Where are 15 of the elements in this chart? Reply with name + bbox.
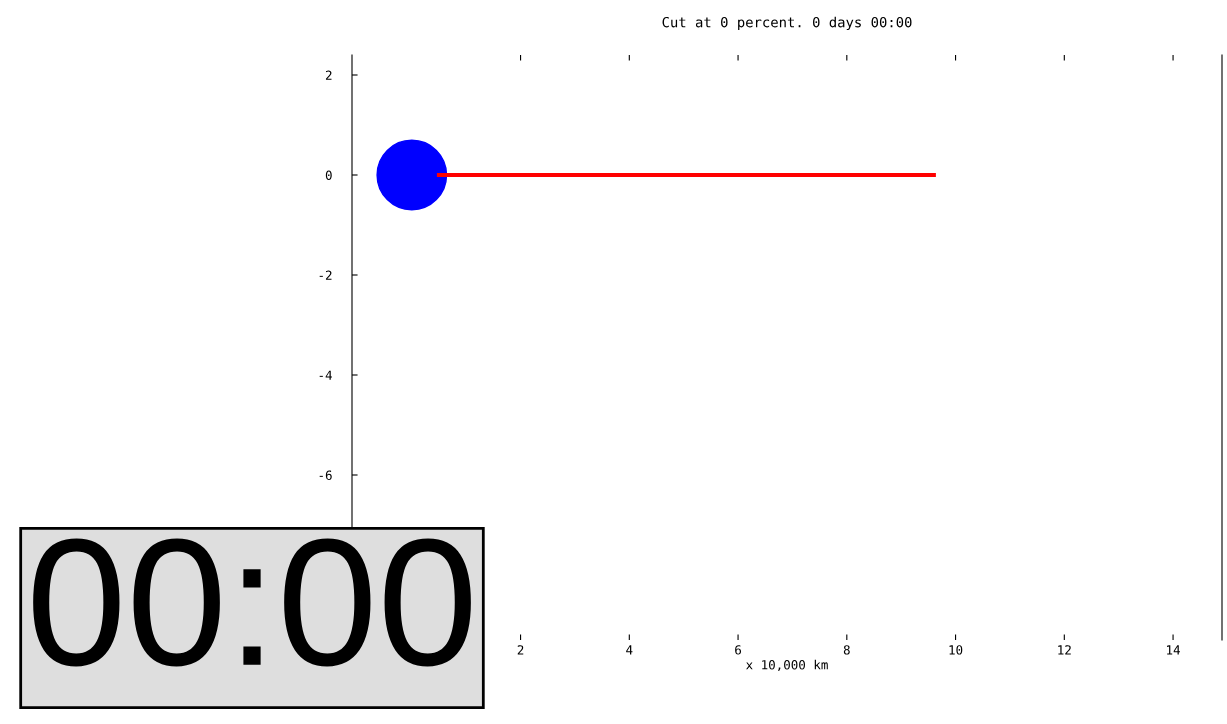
- chart-title: Cut at 0 percent. 0 days 00:00: [662, 16, 912, 31]
- x-tick-label: 6: [735, 645, 742, 655]
- y-tick-label: -2: [319, 270, 332, 280]
- y-tick-label: -4: [319, 370, 332, 380]
- x-tick-label: 14: [1167, 645, 1180, 655]
- y-tick-label: -6: [319, 470, 332, 480]
- x-axis-title: x 10,000 km: [746, 659, 828, 672]
- x-tick-label: 4: [626, 645, 633, 655]
- y-tick-label: 2: [325, 70, 332, 80]
- x-tick-label: 8: [843, 645, 850, 655]
- x-tick-label: 2: [517, 645, 524, 655]
- x-tick-label: 12: [1058, 645, 1071, 655]
- annotation: 00:00: [33, 538, 471, 667]
- x-tick-label: 10: [949, 645, 963, 655]
- y-tick-label: 0: [325, 170, 332, 180]
